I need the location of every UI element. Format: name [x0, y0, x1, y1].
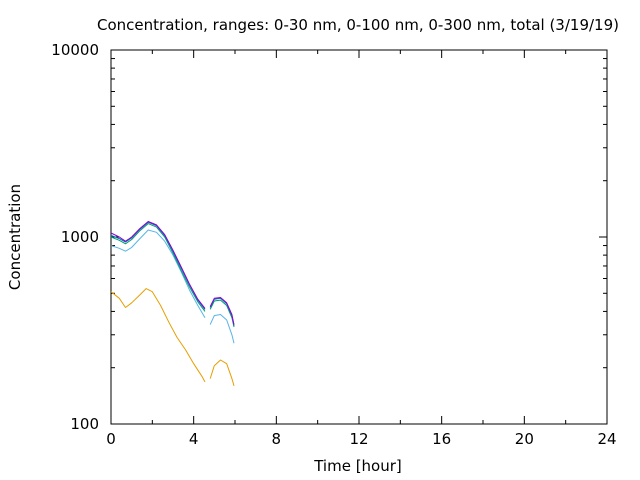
y-tick-label: 100 — [70, 415, 99, 433]
x-axis-label: Time [hour] — [313, 457, 402, 475]
chart-title: Concentration, ranges: 0-30 nm, 0-100 nm… — [97, 16, 619, 34]
y-axis-label: Concentration — [6, 184, 24, 290]
x-tick-label: 12 — [349, 430, 368, 448]
series-1-line-segment-1 — [110, 288, 206, 383]
x-tick-label: 8 — [272, 430, 282, 448]
axis-ticks: 0 4 8 12 16 20 24 100 1000 10000 — [51, 41, 616, 448]
x-tick-label: 16 — [432, 430, 451, 448]
y-tick-label: 1000 — [61, 228, 99, 246]
series-5-line-segment-2 — [209, 297, 235, 325]
series-2-line-segment-1 — [110, 229, 206, 318]
x-tick-label: 20 — [515, 430, 534, 448]
series-1-line-segment-2 — [209, 359, 235, 386]
series-3-line-segment-1 — [110, 223, 206, 312]
series-2-line-segment-2 — [209, 314, 235, 344]
series-group — [110, 221, 235, 386]
x-tick-label: 4 — [189, 430, 199, 448]
x-tick-label: 0 — [106, 430, 116, 448]
y-tick-label: 10000 — [51, 41, 99, 59]
series-3-line-segment-2 — [209, 299, 235, 328]
series-4-line-segment-1 — [110, 221, 206, 310]
series-5-line-segment-1 — [110, 221, 206, 309]
plot-frame — [110, 49, 608, 425]
x-tick-label: 24 — [597, 430, 616, 448]
